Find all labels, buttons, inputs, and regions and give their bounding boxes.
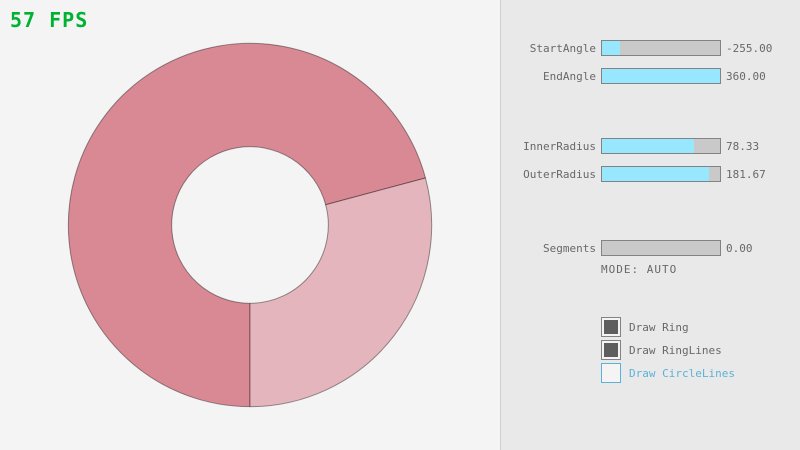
segments-row: Segments 0.00 [501,240,800,256]
slider-fill [602,41,620,55]
end-angle-slider[interactable] [601,68,721,84]
segments-label: Segments [543,241,596,255]
segments-value: 0.00 [726,241,753,255]
slider-fill [602,167,710,181]
overlap-region [67,42,427,408]
draw-ringlines-label: Draw RingLines [629,343,722,357]
draw-ringlines-checkbox[interactable] [601,340,621,360]
inner-radius-value: 78.33 [726,139,760,153]
draw-circlelines-label: Draw CircleLines [629,366,735,380]
start-angle-label: StartAngle [529,41,596,55]
outer-radius-label: OuterRadius [523,167,596,181]
draw-circlelines-checkbox[interactable] [601,363,621,383]
end-angle-value: 360.00 [726,69,766,83]
inner-radius-label: InnerRadius [523,139,596,153]
slider-fill [602,69,720,83]
outer-radius-row: OuterRadius 181.67 [501,166,800,182]
end-angle-label: EndAngle [543,69,596,83]
outer-radius-slider[interactable] [601,166,721,182]
start-angle-slider[interactable] [601,40,721,56]
controls-panel: StartAngle -255.00 EndAngle 360.00 Inner… [500,0,800,450]
start-angle-row: StartAngle -255.00 [501,40,800,56]
inner-radius-slider[interactable] [601,138,721,154]
ring-chart [67,42,433,408]
start-angle-value: -255.00 [726,41,773,55]
draw-ring-row: Draw Ring [601,317,689,337]
outer-radius-value: 181.67 [726,167,766,181]
segments-slider[interactable] [601,240,721,256]
fps-counter: 57 FPS [10,8,89,32]
slider-fill [602,139,695,153]
draw-ring-checkbox[interactable] [601,317,621,337]
draw-circlelines-row: Draw CircleLines [601,363,735,383]
single-pass-region [249,177,433,408]
mode-label: MODE: AUTO [601,263,678,276]
draw-ring-label: Draw Ring [629,320,689,334]
draw-ringlines-row: Draw RingLines [601,340,722,360]
inner-radius-row: InnerRadius 78.33 [501,138,800,154]
end-angle-row: EndAngle 360.00 [501,68,800,84]
